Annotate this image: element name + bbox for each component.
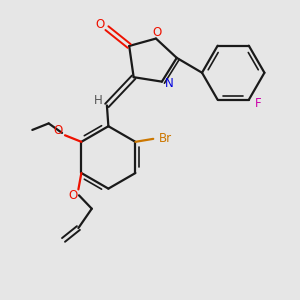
Text: N: N [165, 76, 174, 90]
Text: O: O [96, 18, 105, 31]
Text: H: H [94, 94, 102, 107]
Text: O: O [54, 124, 63, 137]
Text: O: O [68, 189, 78, 203]
Text: O: O [153, 26, 162, 38]
Text: F: F [254, 97, 261, 110]
Text: Br: Br [159, 132, 172, 145]
